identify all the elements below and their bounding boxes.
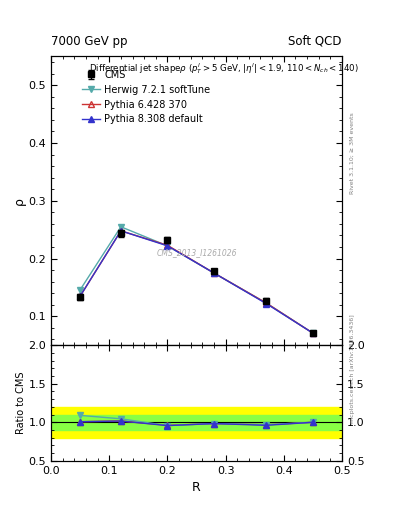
Herwig 7.2.1 softTune <box>211 270 216 276</box>
Pythia 8.308 default <box>119 228 123 234</box>
Herwig 7.2.1 softTune <box>264 300 269 306</box>
Text: Soft QCD: Soft QCD <box>288 35 342 48</box>
Text: mcplots.cern.ch [arXiv:1306.3436]: mcplots.cern.ch [arXiv:1306.3436] <box>350 314 355 423</box>
Herwig 7.2.1 softTune <box>165 243 170 249</box>
Pythia 8.308 default <box>78 293 83 299</box>
Pythia 8.308 default <box>211 270 216 276</box>
Pythia 8.308 default <box>264 301 269 307</box>
Text: Rivet 3.1.10; ≥ 3M events: Rivet 3.1.10; ≥ 3M events <box>350 113 355 195</box>
Bar <box>51 415 342 430</box>
Herwig 7.2.1 softTune <box>310 330 315 336</box>
Y-axis label: ρ: ρ <box>13 197 26 205</box>
Herwig 7.2.1 softTune <box>119 224 123 230</box>
Pythia 6.428 370 <box>78 293 83 299</box>
Line: Herwig 7.2.1 softTune: Herwig 7.2.1 softTune <box>77 224 316 336</box>
Y-axis label: Ratio to CMS: Ratio to CMS <box>16 372 26 434</box>
Herwig 7.2.1 softTune <box>78 287 83 293</box>
Pythia 6.428 370 <box>119 228 123 234</box>
Text: 7000 GeV pp: 7000 GeV pp <box>51 35 128 48</box>
Bar <box>51 407 342 438</box>
Text: Differential jet shape$\rho$ ($p_T^l$$>$5 GeV, $|\eta^l|$$<$1.9, 110$<$$N_{ch}$$: Differential jet shape$\rho$ ($p_T^l$$>$… <box>89 60 359 76</box>
X-axis label: R: R <box>192 481 201 494</box>
Line: Pythia 8.308 default: Pythia 8.308 default <box>77 228 316 336</box>
Text: CMS_2013_I1261026: CMS_2013_I1261026 <box>156 248 237 258</box>
Pythia 8.308 default <box>310 330 315 336</box>
Pythia 6.428 370 <box>264 300 269 306</box>
Line: Pythia 6.428 370: Pythia 6.428 370 <box>77 228 316 336</box>
Pythia 8.308 default <box>165 243 170 249</box>
Pythia 6.428 370 <box>165 242 170 248</box>
Legend: CMS, Herwig 7.2.1 softTune, Pythia 6.428 370, Pythia 8.308 default: CMS, Herwig 7.2.1 softTune, Pythia 6.428… <box>79 67 213 127</box>
Pythia 6.428 370 <box>211 270 216 276</box>
Pythia 6.428 370 <box>310 330 315 336</box>
